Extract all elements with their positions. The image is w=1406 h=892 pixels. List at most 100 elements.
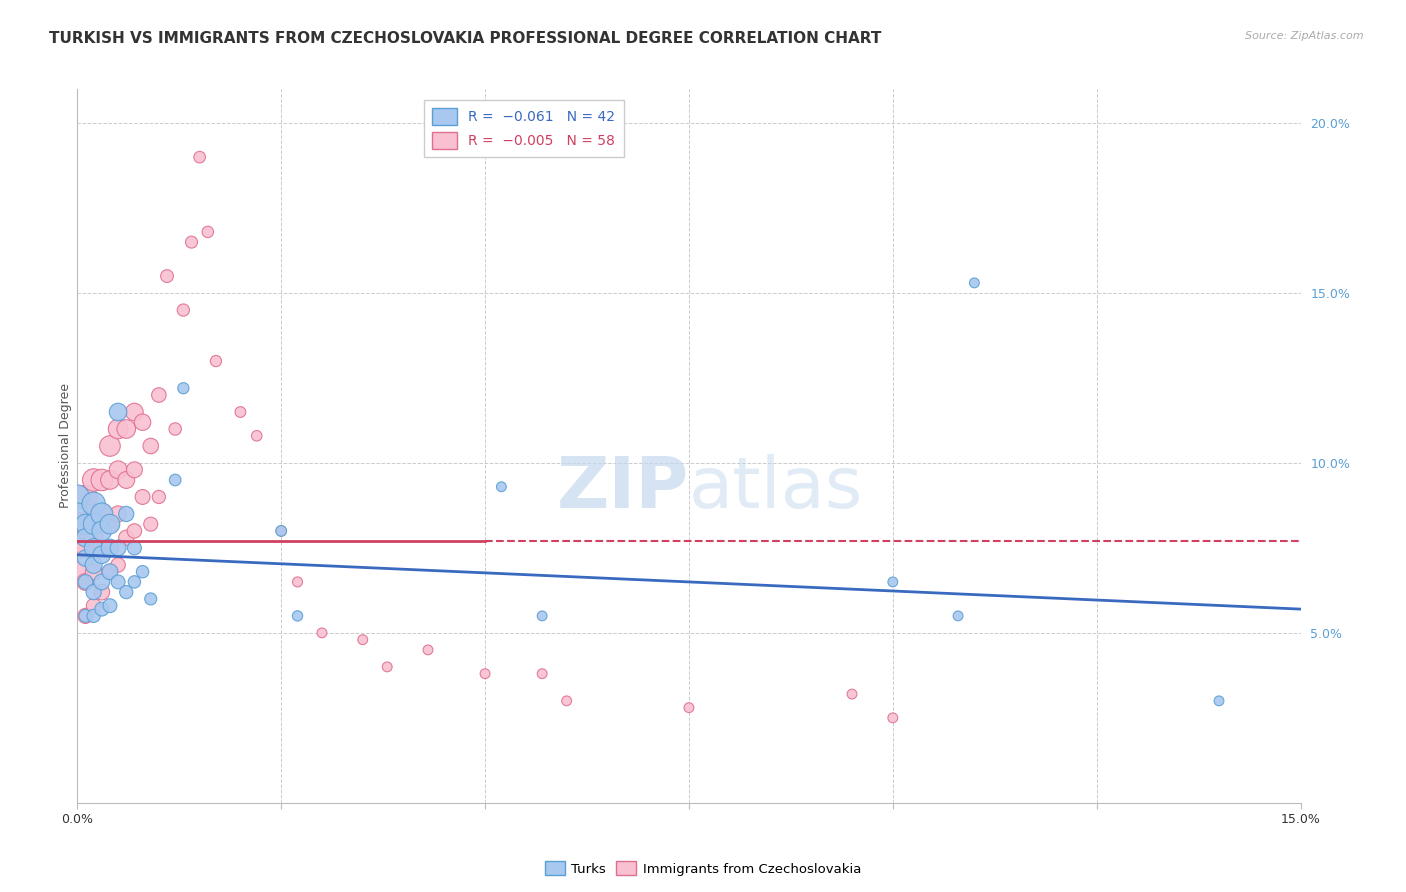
Point — [287, 574, 309, 589]
Point — [124, 463, 146, 477]
Point — [75, 490, 97, 504]
Point — [98, 599, 121, 613]
Point — [270, 524, 292, 538]
Point — [90, 548, 112, 562]
Point — [124, 574, 146, 589]
Text: TURKISH VS IMMIGRANTS FROM CZECHOSLOVAKIA PROFESSIONAL DEGREE CORRELATION CHART: TURKISH VS IMMIGRANTS FROM CZECHOSLOVAKI… — [49, 31, 882, 46]
Point — [83, 585, 105, 599]
Point — [963, 276, 986, 290]
Point — [139, 439, 162, 453]
Point — [107, 422, 129, 436]
Text: atlas: atlas — [689, 454, 863, 524]
Y-axis label: Professional Degree: Professional Degree — [59, 384, 72, 508]
Point — [375, 660, 398, 674]
Point — [83, 507, 105, 521]
Point — [180, 235, 202, 249]
Point — [83, 608, 105, 623]
Point — [75, 551, 97, 566]
Point — [90, 602, 112, 616]
Point — [66, 490, 89, 504]
Point — [115, 531, 138, 545]
Point — [246, 429, 269, 443]
Point — [416, 643, 439, 657]
Point — [83, 599, 105, 613]
Point — [124, 541, 146, 555]
Point — [66, 541, 89, 555]
Point — [107, 507, 129, 521]
Point — [90, 585, 112, 599]
Point — [75, 574, 97, 589]
Point — [107, 405, 129, 419]
Point — [148, 490, 170, 504]
Point — [188, 150, 211, 164]
Point — [172, 381, 194, 395]
Point — [107, 574, 129, 589]
Point — [678, 700, 700, 714]
Point — [352, 632, 374, 647]
Point — [165, 473, 187, 487]
Point — [107, 558, 129, 572]
Point — [131, 565, 153, 579]
Point — [115, 507, 138, 521]
Point — [139, 517, 162, 532]
Point — [75, 608, 97, 623]
Text: Source: ZipAtlas.com: Source: ZipAtlas.com — [1246, 31, 1364, 41]
Point — [98, 473, 121, 487]
Point — [841, 687, 863, 701]
Point — [115, 422, 138, 436]
Point — [75, 517, 97, 532]
Point — [156, 269, 179, 284]
Point — [946, 608, 969, 623]
Point — [882, 574, 904, 589]
Point — [882, 711, 904, 725]
Point — [107, 541, 129, 555]
Point — [90, 574, 112, 589]
Point — [229, 405, 252, 419]
Point — [83, 473, 105, 487]
Point — [90, 541, 112, 555]
Legend: Turks, Immigrants from Czechoslovakia: Turks, Immigrants from Czechoslovakia — [540, 856, 866, 881]
Point — [98, 517, 121, 532]
Point — [98, 439, 121, 453]
Point — [75, 574, 97, 589]
Point — [75, 541, 97, 555]
Point — [83, 565, 105, 579]
Point — [131, 490, 153, 504]
Point — [98, 565, 121, 579]
Point — [1208, 694, 1230, 708]
Point — [66, 507, 89, 521]
Point — [205, 354, 228, 368]
Point — [66, 565, 89, 579]
Legend: R =  −0.061   N = 42, R =  −0.005   N = 58: R = −0.061 N = 42, R = −0.005 N = 58 — [425, 100, 624, 157]
Point — [474, 666, 496, 681]
Point — [139, 591, 162, 606]
Point — [75, 531, 97, 545]
Point — [555, 694, 578, 708]
Point — [90, 507, 112, 521]
Point — [83, 558, 105, 572]
Point — [66, 517, 89, 532]
Point — [165, 422, 187, 436]
Point — [98, 517, 121, 532]
Point — [75, 608, 97, 623]
Point — [124, 405, 146, 419]
Point — [531, 666, 554, 681]
Point — [107, 463, 129, 477]
Point — [83, 541, 105, 555]
Point — [115, 473, 138, 487]
Text: ZIP: ZIP — [557, 454, 689, 524]
Point — [75, 517, 97, 532]
Point — [83, 517, 105, 532]
Point — [197, 225, 219, 239]
Point — [270, 524, 292, 538]
Point — [90, 524, 112, 538]
Point — [124, 524, 146, 538]
Point — [98, 565, 121, 579]
Point — [83, 531, 105, 545]
Point — [491, 480, 513, 494]
Point — [172, 303, 194, 318]
Point — [115, 585, 138, 599]
Point — [531, 608, 554, 623]
Point — [311, 626, 333, 640]
Point — [98, 541, 121, 555]
